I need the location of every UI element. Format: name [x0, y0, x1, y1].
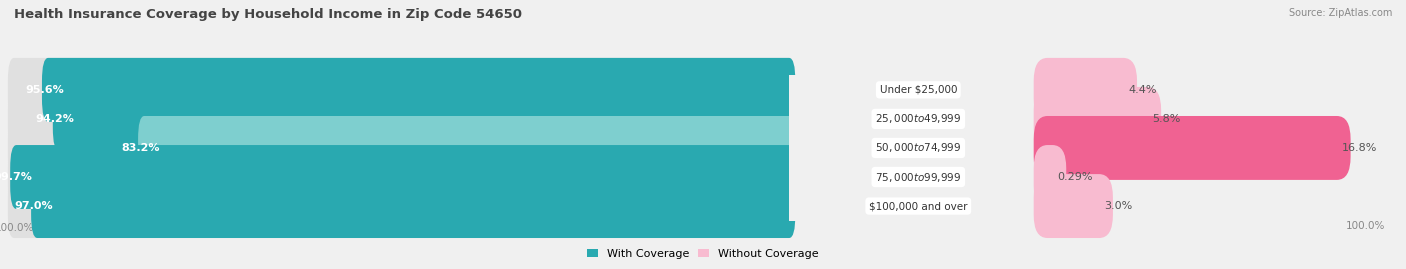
Text: 97.0%: 97.0% [14, 201, 53, 211]
Text: 5.8%: 5.8% [1153, 114, 1181, 124]
Text: Source: ZipAtlas.com: Source: ZipAtlas.com [1288, 8, 1392, 18]
FancyBboxPatch shape [8, 116, 796, 180]
FancyBboxPatch shape [8, 87, 796, 151]
Text: Health Insurance Coverage by Household Income in Zip Code 54650: Health Insurance Coverage by Household I… [14, 8, 522, 21]
Text: $75,000 to $99,999: $75,000 to $99,999 [875, 171, 962, 183]
Text: 4.4%: 4.4% [1129, 85, 1157, 95]
Text: 99.7%: 99.7% [0, 172, 32, 182]
FancyBboxPatch shape [8, 145, 796, 209]
Text: $25,000 to $49,999: $25,000 to $49,999 [875, 112, 962, 125]
Text: 83.2%: 83.2% [121, 143, 160, 153]
FancyBboxPatch shape [1033, 174, 1114, 238]
FancyBboxPatch shape [42, 58, 796, 122]
FancyBboxPatch shape [1033, 87, 1161, 151]
Text: $50,000 to $74,999: $50,000 to $74,999 [875, 141, 962, 154]
Text: 95.6%: 95.6% [25, 85, 63, 95]
FancyBboxPatch shape [1033, 145, 1066, 209]
Text: 94.2%: 94.2% [35, 114, 75, 124]
Text: 3.0%: 3.0% [1104, 201, 1133, 211]
FancyBboxPatch shape [8, 174, 796, 238]
FancyBboxPatch shape [31, 174, 796, 238]
Text: 16.8%: 16.8% [1341, 143, 1378, 153]
Text: 0.29%: 0.29% [1057, 172, 1092, 182]
Legend: With Coverage, Without Coverage: With Coverage, Without Coverage [582, 245, 824, 263]
FancyBboxPatch shape [8, 58, 796, 122]
FancyBboxPatch shape [1033, 116, 1351, 180]
FancyBboxPatch shape [53, 87, 796, 151]
Text: 100.0%: 100.0% [1346, 221, 1385, 231]
FancyBboxPatch shape [138, 116, 796, 180]
FancyBboxPatch shape [10, 145, 796, 209]
Text: $100,000 and over: $100,000 and over [869, 201, 967, 211]
Text: Under $25,000: Under $25,000 [880, 85, 957, 95]
FancyBboxPatch shape [1033, 58, 1137, 122]
